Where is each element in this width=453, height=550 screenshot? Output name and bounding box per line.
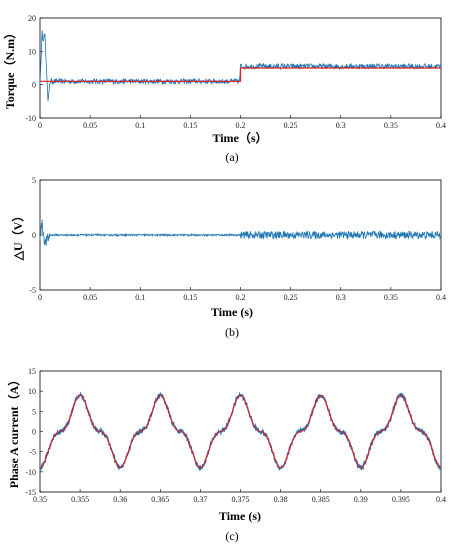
- current-ytick-label: -15: [25, 488, 36, 497]
- voltage-ytick-label: -5: [29, 286, 36, 295]
- phase-current-chart: 0.35 0.355 0.36 0.365 0.37 0.375 0.38 0.385 0.39…: [6, 367, 446, 543]
- current-ytick-label: 5: [32, 407, 36, 416]
- current-xtick-label: 0.38: [274, 495, 288, 504]
- current-xtick-label: 0.37: [193, 495, 207, 504]
- current-xtick-label: 0.36: [113, 495, 127, 504]
- voltage-xtick-label: 0.3: [336, 293, 346, 302]
- voltage-xtick-label: 0.05: [83, 293, 97, 302]
- current-ytick-label: -5: [29, 448, 36, 457]
- torque-ytick-label: 20: [28, 14, 36, 23]
- voltage-ticks: 0 0.05 0.1 0.15 0.2 0.25 0.3 0.35 0.4-505: [29, 176, 446, 302]
- torque-measured-line: [39, 30, 442, 102]
- torque-xtick-label: 0.2: [236, 121, 246, 130]
- torque-ylabel: Torque（N.m）: [2, 27, 17, 109]
- current-ytick-label: -10: [25, 468, 36, 477]
- current-ytick-label: 15: [28, 367, 36, 376]
- torque-xtick-label: 0.35: [384, 121, 398, 130]
- voltage-ytick-label: 5: [32, 176, 36, 185]
- current-xlabel: Time (s): [219, 509, 261, 523]
- torque-xtick-label: 0.1: [135, 121, 145, 130]
- panel-label-b: (b): [225, 325, 239, 339]
- voltage-xtick-label: 0.4: [436, 293, 446, 302]
- current-reference-line: [39, 394, 442, 469]
- torque-ytick-label: 10: [28, 47, 36, 56]
- torque-ytick-label: 0: [32, 81, 36, 90]
- current-xtick-label: 0.375: [232, 495, 250, 504]
- current-ytick-label: 10: [28, 387, 36, 396]
- torque-ytick-label: -10: [25, 114, 36, 123]
- voltage-xlabel: Time (s): [211, 305, 253, 319]
- current-ytick-label: 0: [32, 428, 36, 437]
- current-xtick-label: 0.39: [354, 495, 368, 504]
- voltage-ylabel: △U（V）: [10, 210, 25, 262]
- current-xtick-label: 0.385: [312, 495, 330, 504]
- torque-xtick-label: 0: [38, 121, 42, 130]
- voltage-series: [39, 219, 442, 246]
- voltage-xtick-label: 0.25: [284, 293, 298, 302]
- torque-xtick-label: 0.3: [336, 121, 346, 130]
- current-ticks: 0.35 0.355 0.36 0.365 0.37 0.375 0.38 0.385 0.39…: [25, 367, 446, 504]
- current-series: [39, 391, 442, 472]
- torque-xtick-label: 0.15: [183, 121, 197, 130]
- voltage-xtick-label: 0.35: [384, 293, 398, 302]
- current-xtick-label: 0.35: [33, 495, 47, 504]
- voltage-measured-line: [39, 219, 442, 246]
- current-xtick-label: 0.4: [436, 495, 446, 504]
- panel-label-c: (c): [225, 529, 238, 543]
- torque-xtick-label: 0.4: [436, 121, 446, 130]
- torque-reference-line: [40, 67, 441, 82]
- voltage-xtick-label: 0.1: [135, 293, 145, 302]
- current-xtick-label: 0.355: [71, 495, 89, 504]
- torque-xtick-label: 0.25: [284, 121, 298, 130]
- voltage-xtick-label: 0: [38, 293, 42, 302]
- torque-series: [39, 30, 442, 102]
- voltage-chart: 0 0.05 0.1 0.15 0.2 0.25 0.3 0.35 0.4-505 △U（V） …: [10, 176, 446, 339]
- torque-xlabel: Time（s）: [212, 130, 267, 145]
- current-xtick-label: 0.395: [392, 495, 410, 504]
- panel-label-a: (a): [225, 150, 238, 164]
- torque-xtick-label: 0.05: [83, 121, 97, 130]
- voltage-xtick-label: 0.15: [183, 293, 197, 302]
- voltage-xtick-label: 0.2: [236, 293, 246, 302]
- current-ylabel: Phase A current（A）: [6, 374, 21, 488]
- current-xtick-label: 0.365: [151, 495, 169, 504]
- voltage-ytick-label: 0: [32, 231, 36, 240]
